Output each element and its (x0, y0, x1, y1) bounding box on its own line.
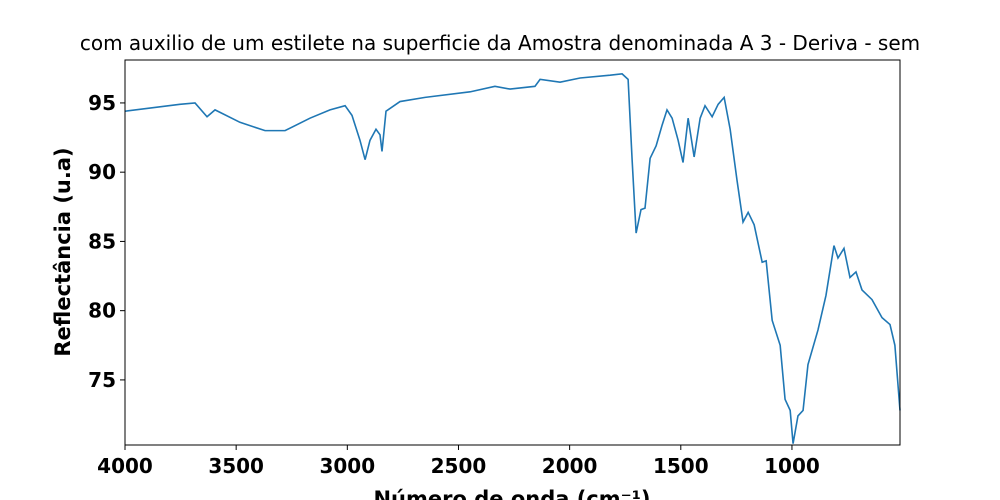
x-tick-label: 4000 (97, 454, 153, 478)
x-tick-label: 1000 (764, 454, 820, 478)
x-tick-label: 3500 (208, 454, 264, 478)
y-axis-label: Reflectância (u.a) (51, 147, 75, 356)
chart-title: com auxilio de um estilete na superficie… (80, 31, 920, 55)
x-tick-label: 2000 (542, 454, 598, 478)
y-tick-label: 90 (88, 160, 116, 184)
x-tick-label: 2500 (431, 454, 487, 478)
x-tick-label: 3000 (319, 454, 375, 478)
y-tick-label: 75 (88, 368, 116, 392)
plot-frame (124, 59, 901, 446)
x-tick-label: 1500 (653, 454, 709, 478)
y-tick-label: 95 (88, 91, 116, 115)
y-tick-label: 80 (88, 299, 116, 323)
data-line (124, 73, 901, 444)
y-tick-label: 85 (88, 229, 116, 253)
x-axis-label: Número de onda (cm⁻¹) (373, 487, 650, 500)
